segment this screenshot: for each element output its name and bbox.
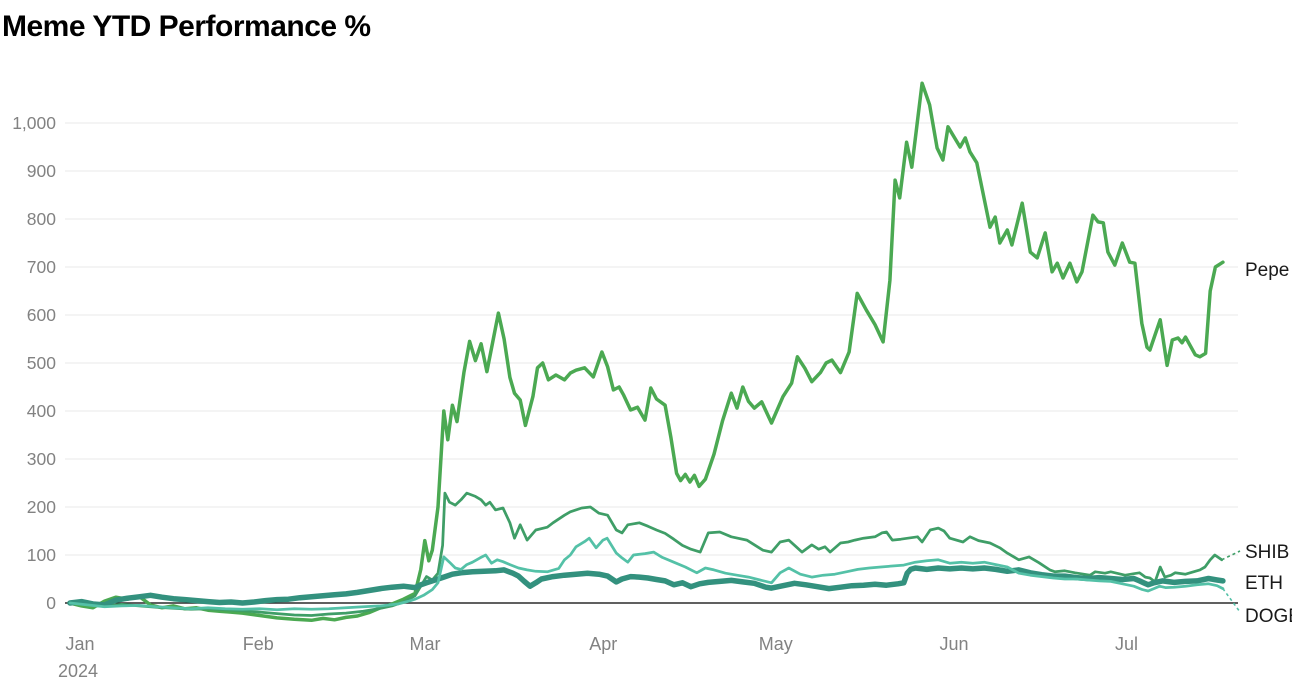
- series-line-eth: [67, 565, 1226, 608]
- series-end-label-eth: ETH: [1245, 573, 1283, 594]
- y-tick-label-500: 500: [27, 353, 56, 373]
- x-tick-label-jun: Jun: [939, 634, 968, 654]
- x-tick-label-feb: Feb: [243, 634, 274, 654]
- x-tick-label-jul: Jul: [1115, 634, 1138, 654]
- x-axis-year-label: 2024: [58, 661, 98, 681]
- series-line-doge: [68, 536, 1225, 612]
- x-tick-label-mar: Mar: [410, 634, 441, 654]
- series-end-label-shib: SHIB: [1245, 542, 1289, 563]
- y-tick-label-1000: 1,000: [12, 113, 56, 133]
- y-tick-label-700: 700: [27, 257, 56, 277]
- series-end-label-pepe: Pepe: [1245, 260, 1289, 281]
- x-tick-label-may: May: [759, 634, 793, 654]
- y-tick-label-200: 200: [27, 497, 56, 517]
- chart-title: Meme YTD Performance %: [2, 10, 371, 43]
- y-tick-label-900: 900: [27, 161, 56, 181]
- y-tick-label-600: 600: [27, 305, 56, 325]
- series-line-shib: [68, 491, 1224, 617]
- y-tick-label-400: 400: [27, 401, 56, 421]
- y-tick-label-100: 100: [27, 545, 56, 565]
- x-tick-label-jan: Jan: [65, 634, 94, 654]
- y-tick-label-800: 800: [27, 209, 56, 229]
- leader-line-doge: [1222, 588, 1241, 613]
- series-line-pepe: [68, 81, 1225, 623]
- x-tick-label-apr: Apr: [589, 634, 617, 654]
- y-tick-label-300: 300: [27, 449, 56, 469]
- y-tick-label-0: 0: [46, 593, 56, 613]
- series-end-label-doge: DOGE: [1245, 606, 1292, 627]
